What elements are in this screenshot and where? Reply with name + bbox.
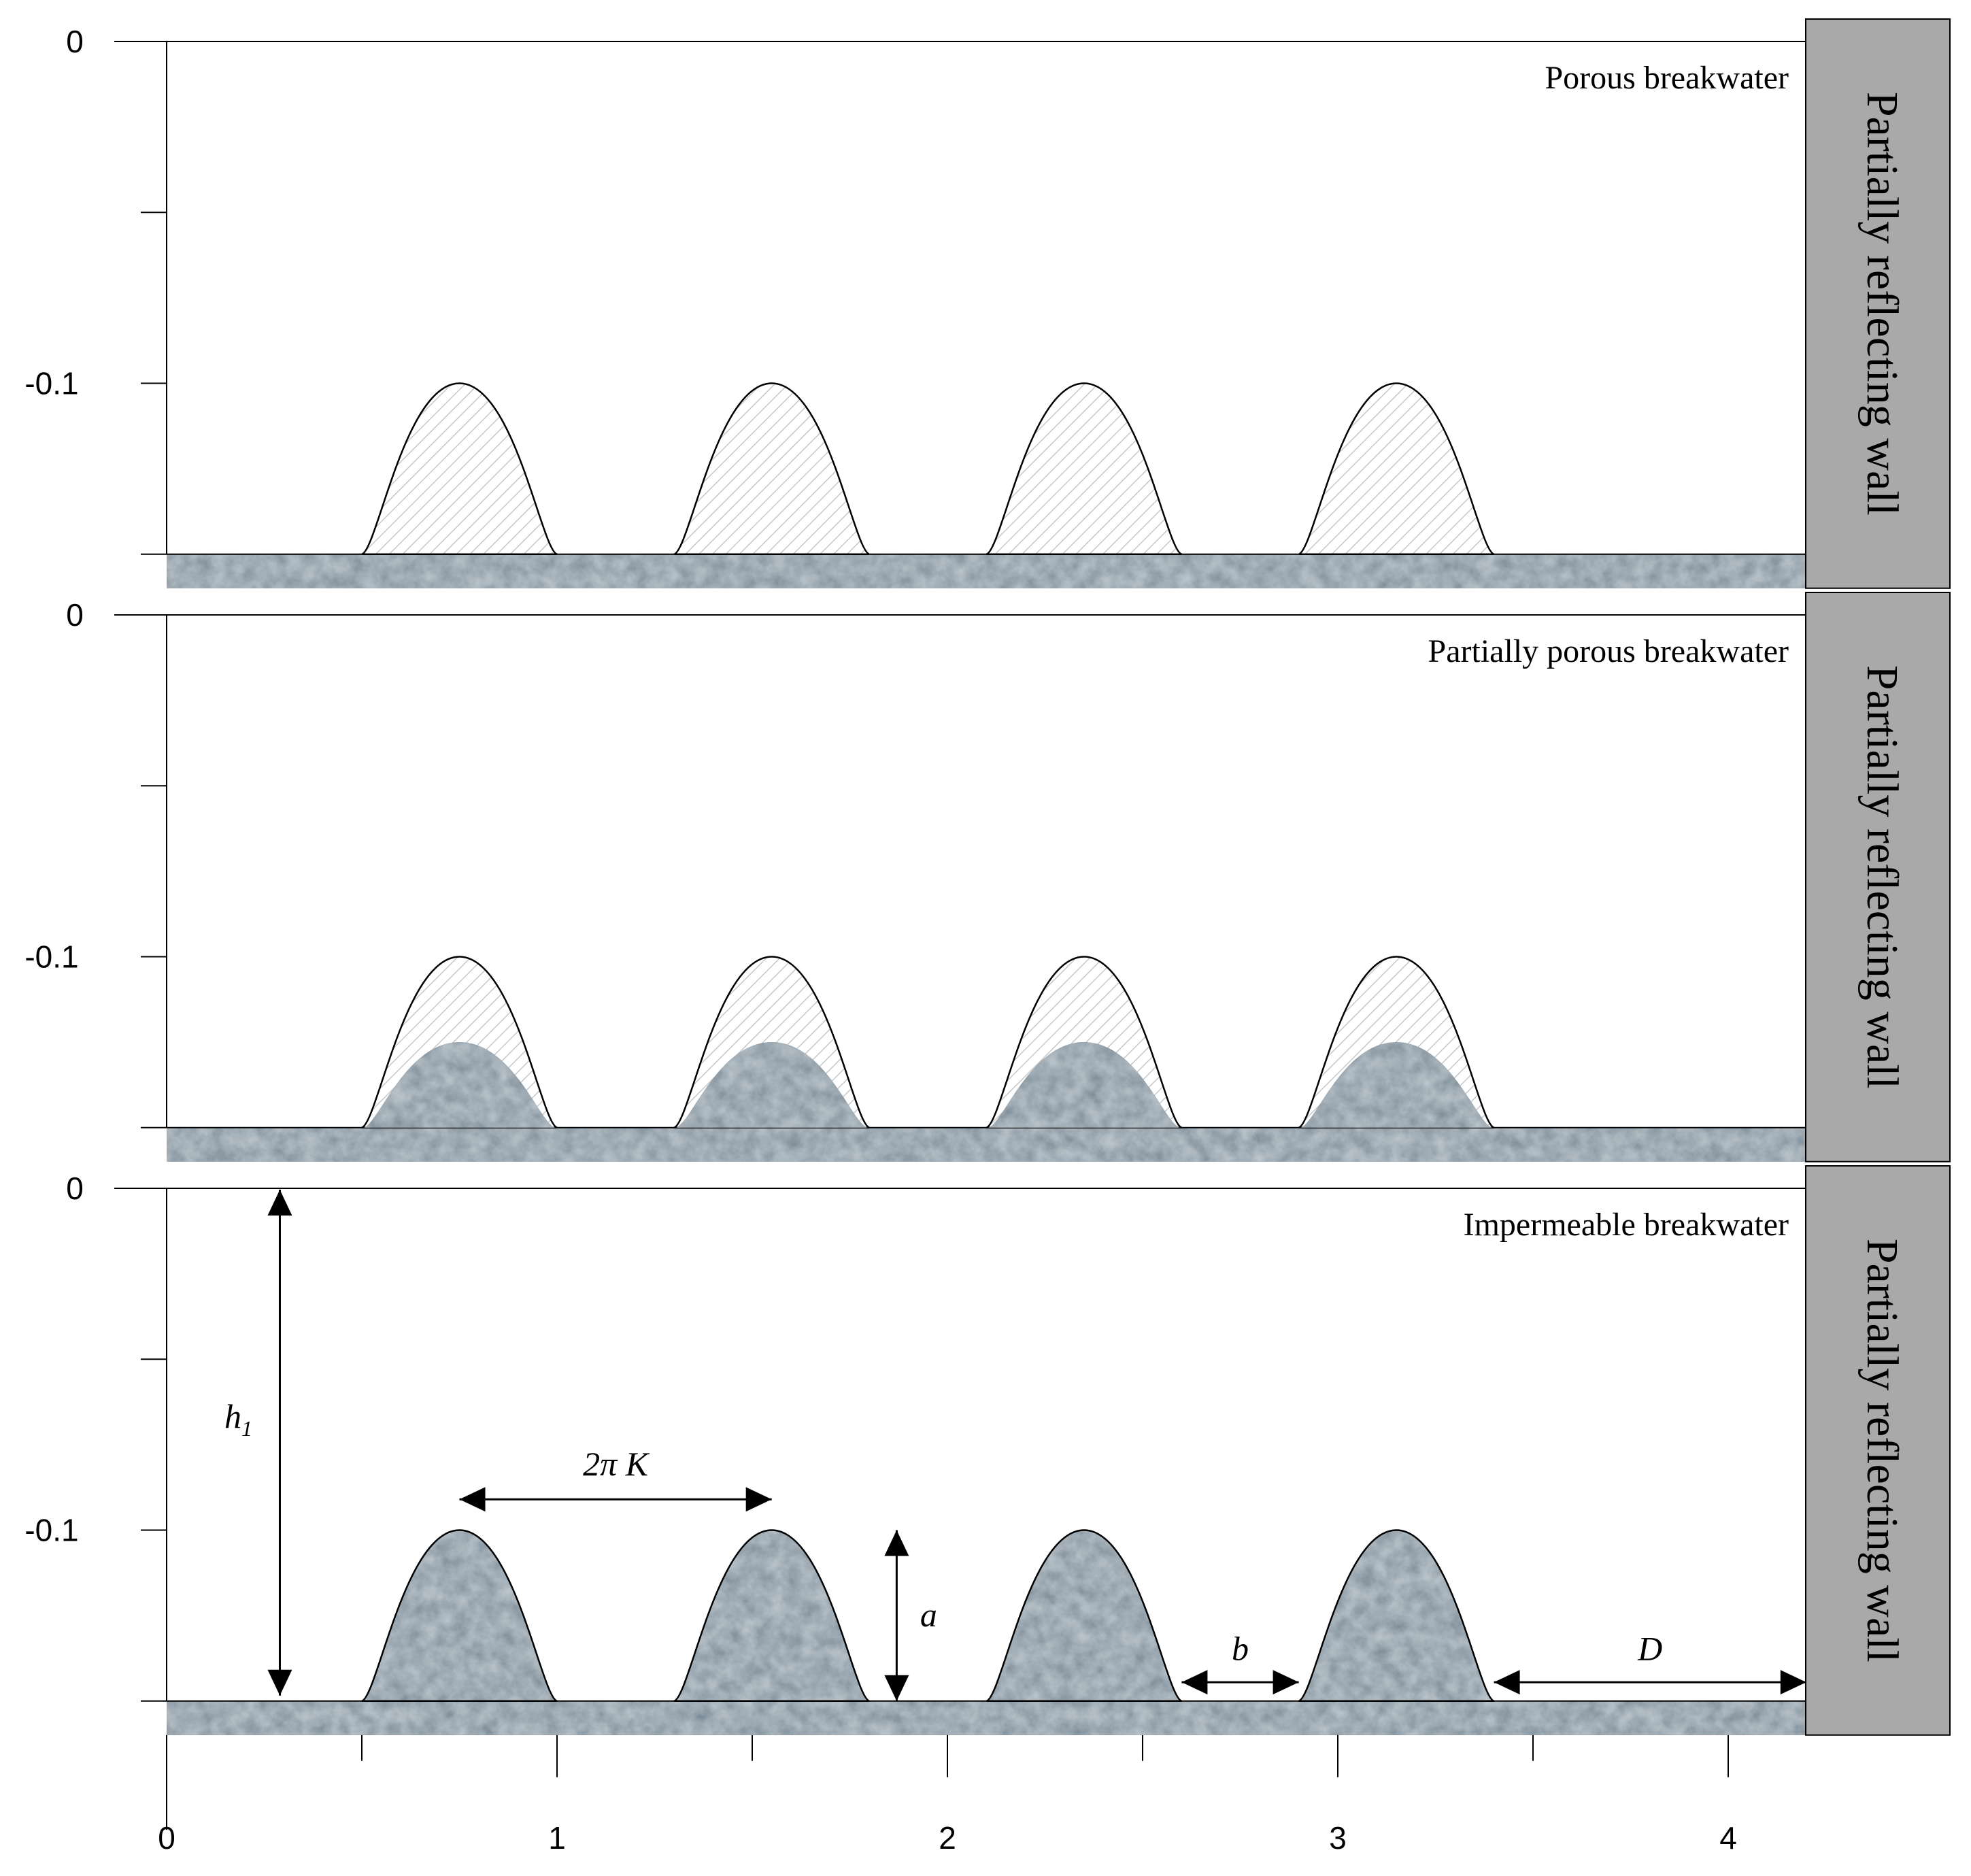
seabed-rock-texture — [167, 1701, 1806, 1735]
two-pi-k-label: 2π K — [583, 1445, 650, 1483]
panel-title: Porous breakwater — [1545, 60, 1789, 96]
arrowhead — [884, 1675, 909, 1701]
x-tick-label: 4 — [1719, 1820, 1737, 1856]
panels-layer: Partially reflecting wall Porous breakwat… — [167, 18, 1951, 1736]
panel-2: Partially reflecting wall Partially porou… — [167, 592, 1951, 1162]
h1-label: h1 — [224, 1397, 252, 1441]
y-tick-label: 0 — [66, 24, 84, 59]
y-tick-label: -0.1 — [24, 1513, 78, 1548]
breakwater-bar-outline — [673, 1529, 870, 1702]
y-tick-label: 0 — [66, 597, 84, 633]
wall-label: Partially reflecting wall — [1857, 92, 1907, 516]
b-arrow — [1181, 1670, 1299, 1695]
y-tick-label: -0.1 — [24, 939, 78, 975]
breakwater-core-texture — [363, 1042, 556, 1128]
breakwater-bar — [673, 382, 870, 555]
h1-arrow — [267, 1190, 292, 1696]
seabed-rock-texture — [167, 554, 1806, 588]
a-arrow — [884, 1530, 909, 1701]
breakwater-bar-texture — [986, 1530, 1182, 1701]
arrowhead — [745, 1487, 772, 1512]
breakwater-bar-texture — [1298, 1530, 1494, 1701]
panel-3: Partially reflecting wall Impermeable bre… — [167, 1165, 1951, 1736]
x-tick-label: 0 — [158, 1820, 175, 1856]
breakwater-bar-outline — [1298, 1529, 1495, 1702]
arrowhead — [1181, 1670, 1208, 1695]
d-arrow — [1494, 1670, 1806, 1695]
breakwater-core-texture — [1300, 1042, 1492, 1128]
reflecting-wall — [1805, 592, 1951, 1162]
b-label: b — [1232, 1629, 1249, 1667]
x-tick-label: 3 — [1329, 1820, 1347, 1856]
breakwater-bar — [1298, 382, 1495, 555]
wall-label: Partially reflecting wall — [1857, 1239, 1907, 1662]
breakwater-bar-outline — [361, 1529, 558, 1702]
panel-1: Partially reflecting wall Porous breakwat… — [167, 18, 1951, 589]
x-tick-label: 2 — [939, 1820, 956, 1856]
arrowhead — [1273, 1670, 1299, 1695]
y-tick-label: 0 — [66, 1171, 84, 1206]
a-label: a — [920, 1596, 937, 1634]
two-pi-k-arrow — [459, 1487, 772, 1512]
axes-layer: 0 -0.1 0 -0.1 0 -0.1 0 1 2 3 4 — [24, 24, 1806, 1856]
wall-label: Partially reflecting wall — [1857, 665, 1907, 1089]
y-tick-label: -0.1 — [24, 366, 78, 401]
reflecting-wall — [1805, 18, 1951, 589]
breakwater-bar — [361, 382, 558, 555]
breakwater-bar-texture — [362, 1530, 557, 1701]
arrowhead — [459, 1487, 486, 1512]
breakwater-core-texture — [676, 1042, 868, 1128]
arrowhead — [1780, 1670, 1806, 1695]
breakwater-bar-texture — [674, 1530, 870, 1701]
h1-subscript: 1 — [241, 1416, 252, 1441]
breakwater-bar-outline — [986, 1529, 1183, 1702]
reflecting-wall — [1805, 1165, 1951, 1736]
arrowhead — [267, 1669, 292, 1696]
panel-title: Impermeable breakwater — [1464, 1207, 1789, 1243]
d-label: D — [1637, 1629, 1662, 1667]
arrowhead — [267, 1190, 292, 1216]
breakwater-core-texture — [988, 1042, 1180, 1128]
arrowhead — [1494, 1670, 1520, 1695]
seabed-rock-texture — [167, 1127, 1806, 1162]
panel-title: Partially porous breakwater — [1428, 633, 1789, 669]
breakwater-bar — [986, 382, 1183, 555]
arrowhead — [884, 1530, 909, 1556]
dimension-annotations: h1 2π K a b D — [224, 1190, 1806, 1701]
x-tick-label: 1 — [548, 1820, 566, 1856]
